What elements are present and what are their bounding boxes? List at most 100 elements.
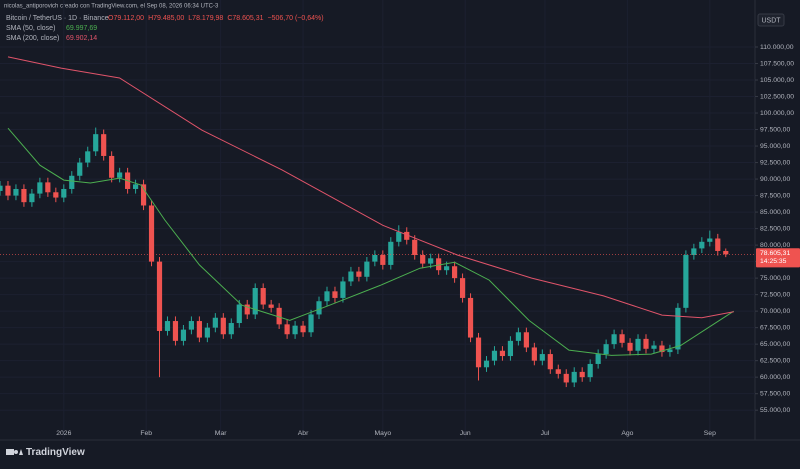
candle-body: [683, 255, 689, 308]
candle-body: [180, 329, 187, 341]
y-tick-label: 72.500,00: [760, 291, 790, 298]
y-tick-label: 90.000,00: [760, 176, 790, 183]
candle-body: [483, 360, 490, 368]
candle-body: [316, 301, 322, 315]
candle-body: [571, 371, 577, 383]
candle-body: [252, 288, 258, 315]
y-tick-label: 85.000,00: [760, 209, 790, 216]
candle-body: [284, 324, 290, 335]
candle-body: [651, 345, 657, 349]
x-tick-label: Jun: [460, 430, 471, 437]
x-tick-label: Mayo: [375, 430, 392, 437]
candle-body: [69, 175, 75, 189]
y-tick-label: 55.000,00: [760, 407, 790, 414]
candle-body: [404, 231, 410, 240]
ohlc-label: O79.112,00: [108, 15, 144, 22]
y-tick-label: 80.000,00: [760, 242, 790, 249]
last-price-box: [756, 248, 800, 268]
candle-body: [436, 258, 442, 271]
plot-area: [0, 0, 755, 440]
candle-body: [539, 354, 545, 361]
ohlc-label: −506,70 (−0,64%): [268, 15, 324, 22]
candle-body: [412, 239, 418, 256]
candle-body: [37, 182, 43, 194]
legend-value: 69.902,14: [66, 35, 97, 42]
y-tick-label: 70.000,00: [760, 308, 790, 315]
candle-body: [148, 205, 155, 262]
candle-body: [372, 255, 378, 262]
candle-body: [132, 184, 139, 189]
candle-body: [563, 373, 569, 383]
candle-body: [260, 288, 266, 305]
x-tick-label: Jul: [541, 430, 550, 437]
candle-body: [268, 304, 274, 308]
candle-body: [300, 325, 306, 333]
candle-body: [164, 321, 171, 331]
y-tick-label: 107.500,00: [760, 60, 794, 67]
x-tick-label: Ago: [621, 430, 633, 437]
candle-body: [388, 241, 394, 265]
y-tick-label: 87.500,00: [760, 192, 790, 199]
candle-body: [707, 238, 713, 242]
attribution: nicolas_antiporovich creado con TradingV…: [4, 4, 219, 10]
y-tick-label: 102.500,00: [760, 93, 794, 100]
candle-body: [467, 297, 474, 338]
x-tick-label: 2026: [56, 430, 71, 437]
candle-body: [212, 317, 218, 328]
ohlc-label: H79.485,00: [148, 15, 184, 22]
candle-body: [29, 193, 35, 203]
candle-body: [364, 261, 370, 277]
candle-body: [715, 238, 721, 251]
candle-body: [204, 327, 210, 338]
candle-body: [101, 134, 107, 156]
candle-body: [85, 151, 91, 163]
candle-body: [459, 278, 466, 298]
candle-body: [643, 338, 649, 349]
candle-body: [507, 340, 514, 357]
x-tick-label: Mar: [215, 430, 227, 437]
candle-body: [236, 304, 242, 324]
candle-body: [515, 332, 521, 341]
last-price-label: 78.605,31: [760, 250, 790, 257]
candle-body: [675, 307, 681, 350]
legend-value: 69.997,69: [66, 25, 97, 32]
candle-body: [547, 354, 553, 370]
candle-body: [348, 271, 354, 282]
candle-body: [13, 188, 19, 196]
candle-body: [627, 342, 633, 351]
candle-body: [475, 337, 482, 368]
candle-body: [77, 162, 83, 176]
y-tick-label: 105.000,00: [760, 77, 794, 84]
candle-body: [109, 155, 115, 178]
candle-body: [356, 271, 362, 277]
candle-body: [420, 255, 426, 264]
moving-average-line: [7, 56, 734, 319]
candle-body: [5, 185, 11, 196]
candle-body: [117, 172, 123, 178]
y-tick-label: 92.500,00: [760, 159, 790, 166]
currency[interactable]: USDT: [761, 17, 781, 24]
y-tick-label: 110.000,00: [760, 44, 794, 51]
y-tick-label: 62.500,00: [760, 357, 790, 364]
candle-body: [276, 307, 282, 325]
candle-body: [667, 349, 673, 353]
candle-body: [21, 188, 27, 203]
candle-body: [196, 321, 202, 338]
y-tick-label: 65.000,00: [760, 341, 790, 348]
candle-body: [635, 338, 641, 351]
candle-body: [587, 363, 593, 378]
currency-button[interactable]: [757, 13, 785, 27]
x-tick-label: Sep: [704, 430, 716, 437]
candle-body: [531, 347, 537, 361]
candle-body: [523, 332, 529, 348]
candle-body: [491, 350, 498, 361]
symbol: Bitcoin / TetherUS · 1D · Binance: [6, 15, 109, 22]
x-tick-label: Feb: [140, 430, 152, 437]
candle-body: [603, 344, 609, 355]
candle-body: [428, 258, 434, 264]
brand-logo: [6, 449, 23, 455]
candle-body: [444, 266, 450, 271]
candle-body: [611, 334, 617, 345]
y-tick-label: 67.500,00: [760, 324, 790, 331]
